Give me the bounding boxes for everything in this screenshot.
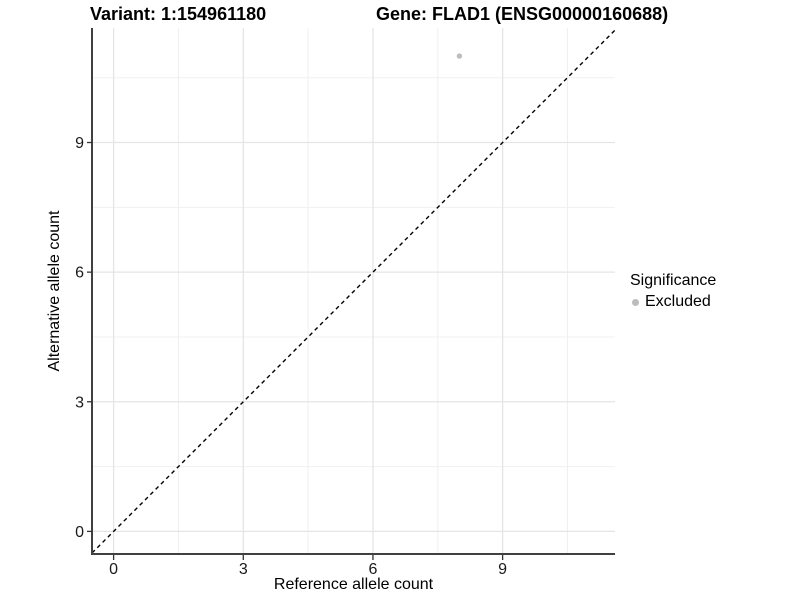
x-tick-label: 0	[109, 561, 118, 578]
legend-key-dot-icon	[632, 298, 639, 306]
legend-item-label: Excluded	[645, 293, 711, 310]
legend-title: Significance	[630, 272, 717, 289]
legend-item-excluded: Excluded	[630, 293, 716, 311]
identity-dashed-line	[92, 29, 615, 553]
y-tick-label: 9	[75, 135, 84, 152]
x-tick-label: 9	[498, 561, 507, 578]
plot-title-gene: Gene: FLAD1 (ENSG00000160688)	[376, 4, 669, 24]
x-axis-label: Reference allele count	[273, 576, 434, 593]
y-tick-label: 0	[75, 524, 84, 541]
plot-title-variant: Variant: 1:154961180	[90, 4, 267, 24]
y-axis-label: Alternative allele count	[46, 210, 63, 372]
data-point	[456, 53, 463, 59]
y-tick-label: 3	[75, 394, 84, 411]
y-tick-label: 6	[75, 265, 84, 282]
x-tick-label: 6	[368, 561, 377, 578]
legend: Significance Excluded	[630, 272, 716, 311]
x-tick-label: 3	[239, 561, 248, 578]
